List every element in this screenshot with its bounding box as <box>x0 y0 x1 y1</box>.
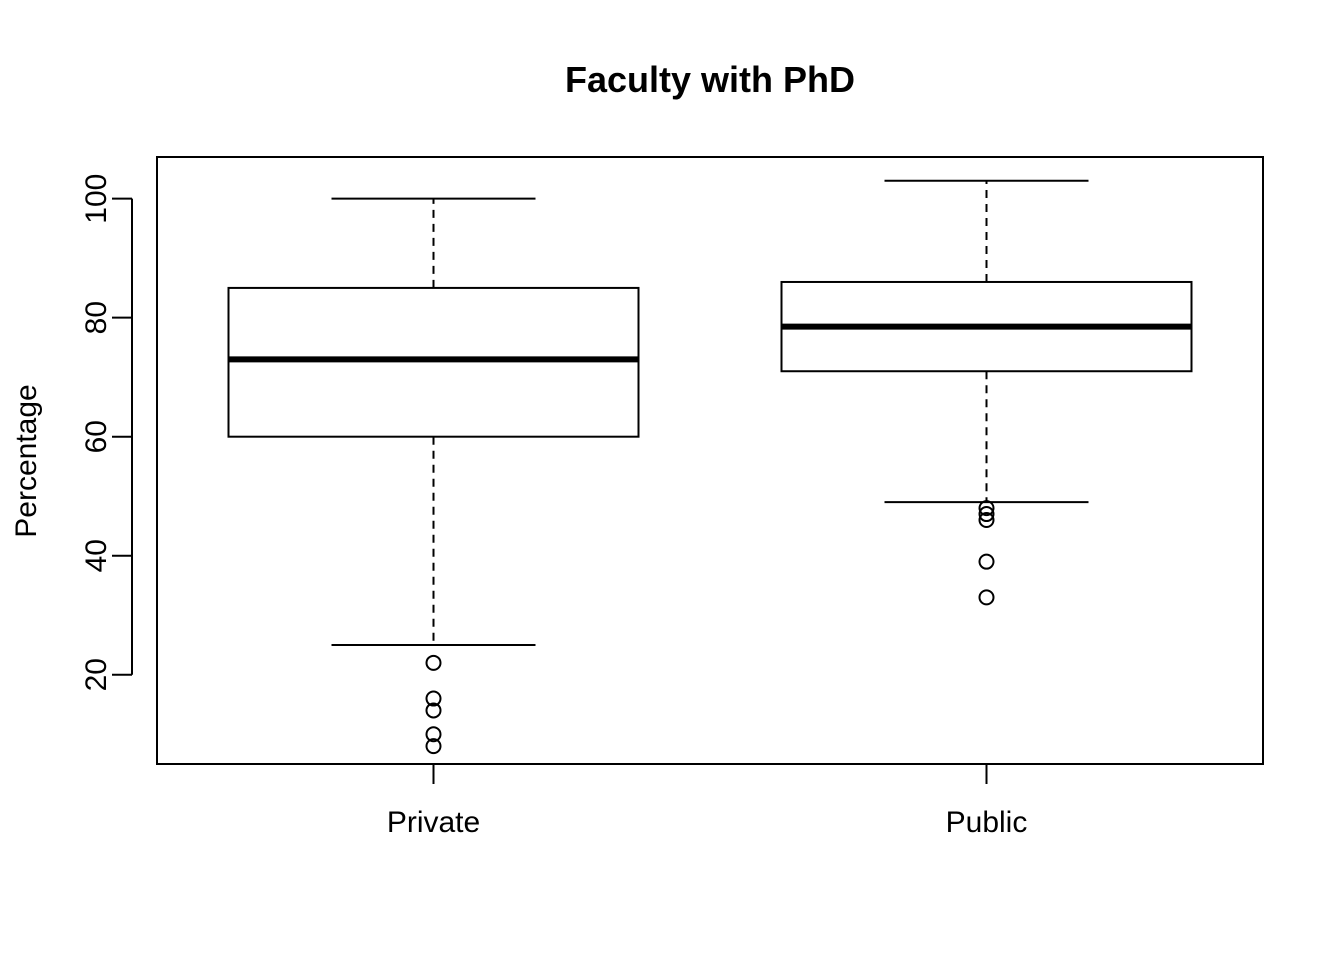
outlier-point <box>978 506 995 523</box>
plot-area-frame <box>156 156 1264 765</box>
outlier-point <box>425 738 442 755</box>
outlier-point <box>978 500 995 517</box>
y-axis: 20 40 60 80 100 <box>80 174 133 691</box>
outlier-point <box>425 726 442 743</box>
y-axis-label: Percentage <box>10 384 43 537</box>
chart-title: Faculty with PhD <box>565 59 855 100</box>
outlier-point <box>978 589 995 606</box>
outlier-point <box>425 654 442 671</box>
x-tick-label-public: Public <box>946 806 1028 839</box>
box-public <box>780 179 1193 606</box>
boxes-group <box>227 179 1193 755</box>
y-tick-label: 20 <box>80 658 113 691</box>
y-tick-label: 40 <box>80 539 113 572</box>
x-tick-label-private: Private <box>387 806 480 839</box>
x-axis: Private Public <box>387 764 1028 839</box>
outlier-point <box>425 690 442 707</box>
y-tick-label: 80 <box>80 301 113 334</box>
y-tick-label: 100 <box>80 174 113 224</box>
outlier-point <box>978 553 995 570</box>
y-tick-label: 60 <box>80 420 113 453</box>
box-private <box>227 197 640 755</box>
outlier-point <box>425 702 442 719</box>
outlier-point <box>978 512 995 529</box>
